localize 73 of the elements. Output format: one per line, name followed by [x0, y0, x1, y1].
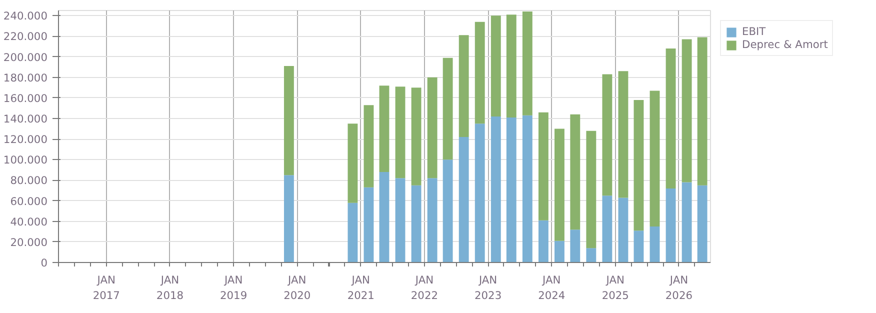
x-tick-label: JAN 2021	[347, 274, 374, 302]
bar	[522, 115, 532, 262]
bar	[634, 100, 644, 231]
y-tick-label: 60.000	[10, 194, 48, 208]
y-tick-label: 120.000	[3, 133, 48, 146]
bar	[554, 240, 564, 262]
bar	[554, 128, 564, 241]
bar	[602, 74, 612, 196]
bar	[666, 48, 676, 188]
y-tick-label: 180.000	[3, 71, 48, 84]
bar	[697, 185, 708, 262]
x-tick-label: JAN 2019	[220, 274, 248, 302]
y-tick-label: 40.000	[10, 215, 48, 228]
bar	[570, 230, 580, 262]
bar	[522, 12, 532, 116]
bar	[602, 196, 612, 262]
bar	[395, 178, 406, 262]
y-tick-label: 220.000	[3, 30, 48, 44]
bar	[348, 124, 358, 203]
y-tick-label: 200.000	[3, 50, 48, 64]
bar	[395, 86, 406, 178]
bar	[427, 178, 438, 262]
bar	[284, 66, 294, 176]
x-tick-label: JAN 2022	[410, 274, 438, 302]
bar	[458, 137, 469, 262]
y-tick-label: 100.000	[3, 154, 48, 167]
bar	[348, 202, 358, 262]
x-tick-label: JAN 2017	[92, 274, 120, 302]
x-tick-label: JAN 2023	[474, 274, 502, 302]
bar	[666, 188, 676, 262]
bar	[442, 160, 453, 262]
bar	[379, 86, 390, 172]
x-tick-label: JAN 2024	[538, 274, 566, 302]
bar	[650, 90, 660, 226]
bar	[474, 124, 485, 262]
bar	[650, 226, 660, 262]
bar	[379, 172, 390, 262]
bar	[586, 130, 596, 248]
bar	[458, 35, 469, 138]
bar	[586, 248, 596, 262]
x-tick-label: JAN 2020	[284, 274, 311, 302]
bar	[570, 114, 580, 230]
y-tick-label: 0	[40, 256, 48, 270]
bar	[411, 88, 422, 186]
bar	[490, 16, 501, 116]
bar	[364, 187, 374, 262]
y-tick-label: 80.000	[10, 174, 48, 188]
bar	[618, 71, 628, 198]
bar	[682, 39, 692, 182]
bar	[682, 182, 692, 262]
y-tick-label: 160.000	[3, 92, 48, 105]
bar	[284, 175, 294, 262]
y-tick-label: 240.000	[3, 10, 48, 23]
bar	[538, 112, 548, 220]
y-tick-label: 140.000	[3, 112, 48, 126]
bar	[506, 117, 516, 262]
legend-label: Deprec & Amort	[742, 38, 828, 51]
bar	[538, 220, 548, 262]
x-tick-label: JAN 2026	[665, 274, 693, 302]
bar	[506, 14, 516, 118]
x-tick-label: JAN 2025	[602, 274, 629, 302]
x-tick-label: JAN 2018	[156, 274, 184, 302]
bar	[364, 105, 374, 188]
y-tick-label: 20.000	[10, 236, 48, 249]
bar	[618, 198, 628, 262]
bar	[442, 58, 453, 160]
bar	[411, 185, 422, 262]
bar	[474, 22, 485, 124]
bar	[427, 77, 438, 178]
bar	[697, 37, 708, 186]
bar	[490, 116, 501, 262]
legend-label: EBIT	[742, 25, 766, 38]
bar	[634, 230, 644, 262]
